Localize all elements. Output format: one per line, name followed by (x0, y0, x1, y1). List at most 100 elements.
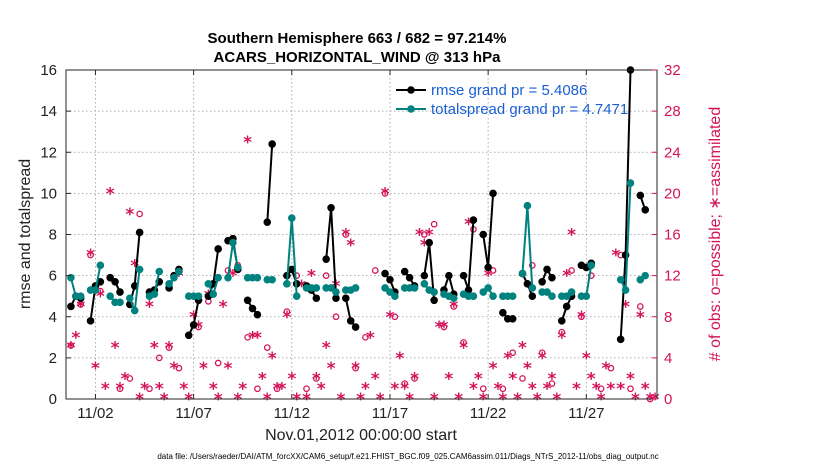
y-left-tick-label: 12 (40, 144, 57, 161)
rmse-point (86, 317, 95, 325)
totalspread-point (165, 280, 173, 288)
rmse-point (332, 294, 340, 303)
legend-marker-spread (407, 105, 415, 113)
totalspread-point (621, 286, 630, 294)
obs-assimilated-marker: * (96, 287, 105, 307)
totalspread-point (283, 280, 291, 288)
totalspread-point (135, 265, 144, 274)
rmse-point (248, 304, 257, 313)
x-tick-label: 11/07 (175, 405, 211, 422)
totalspread-point (587, 261, 596, 270)
rmse-point (400, 267, 409, 276)
totalspread-point (582, 292, 591, 300)
obs-possible-marker (126, 375, 134, 382)
obs-assimilated-marker: * (498, 390, 507, 410)
totalspread-point (268, 275, 276, 284)
obs-possible-marker (244, 333, 251, 341)
obs-possible-marker (528, 261, 536, 269)
rmse-point (386, 275, 394, 284)
obs-assimilated-marker: * (66, 339, 75, 359)
rmse-point (484, 263, 492, 272)
y-right-tick-label: 8 (664, 309, 672, 326)
obs-possible-marker (332, 313, 340, 321)
obs-possible-marker (254, 385, 261, 393)
x-tick-label: 11/12 (274, 405, 310, 422)
totalspread-point (229, 238, 237, 247)
rmse-point (420, 271, 429, 280)
totalspread-point (214, 273, 222, 282)
chart-title-line-1: Southern Hemisphere 663 / 682 = 97.214% (208, 30, 507, 47)
x-axis-ticks: 11/02 11/07 11/12 11/17 11/22 11/27 (77, 70, 605, 422)
y-right-tick-label: 4 (664, 350, 672, 367)
y-left-tick-label: 8 (49, 227, 57, 244)
obs-assimilated-marker: * (602, 359, 611, 379)
obs-assimilated-marker: * (287, 369, 296, 389)
obs-assimilated-marker: * (592, 380, 601, 400)
y-left-tick-label: 10 (40, 185, 57, 202)
rmse-point (184, 331, 193, 340)
rmse-point (538, 277, 546, 286)
obs-assimilated-marker: * (405, 390, 414, 410)
totalspread-point (351, 284, 360, 292)
data-file-footer: data file: /Users/raeder/DAI/ATM_forcXX/… (157, 452, 658, 461)
y-right-tick-label: 28 (664, 103, 681, 120)
obs-assimilated-marker: * (116, 380, 125, 400)
obs-possible-marker (587, 272, 595, 279)
obs-assimilated-marker: * (297, 277, 306, 297)
obs-assimilated-marker: * (179, 380, 188, 400)
obs-assimilated-marker: * (636, 308, 645, 328)
rmse-point (243, 296, 252, 305)
obs-assimilated-marker: * (454, 390, 463, 410)
obs-possible-marker (538, 349, 546, 357)
obs-assimilated-marker: * (557, 328, 566, 348)
y-axis-label-left: rmse and totalspread (17, 159, 34, 309)
rmse-point (528, 292, 537, 300)
obs-assimilated-marker: * (390, 380, 399, 400)
y-right-tick-label: 20 (664, 185, 681, 202)
obs-assimilated-marker: * (184, 390, 193, 410)
obs-assimilated-marker: * (366, 328, 375, 348)
totalspread-point (287, 214, 296, 222)
obs-possible-marker (362, 333, 369, 341)
totalspread-point (469, 292, 478, 300)
obs-assimilated-marker: * (508, 369, 517, 389)
obs-possible-marker (460, 339, 467, 346)
rmse-point (106, 273, 114, 282)
obs-assimilated-marker: * (361, 380, 370, 400)
rmse-point (636, 191, 645, 200)
totalspread-point (116, 298, 124, 307)
legend-marker-rmse (407, 86, 415, 94)
obs-assimilated-marker: * (376, 390, 385, 410)
obs-assimilated-marker: * (292, 390, 301, 410)
rmse-line (266, 143, 274, 223)
obs-assimilated-marker: * (400, 380, 409, 400)
totalspread-point (641, 271, 650, 280)
obs-assimilated-marker: * (224, 359, 233, 379)
y-left-tick-label: 4 (49, 309, 57, 326)
obs-possible-marker (440, 323, 448, 331)
rmse-point (351, 323, 360, 331)
totalspread-point (528, 284, 537, 292)
y-left-tick-label: 6 (49, 268, 57, 285)
obs-possible-marker (155, 354, 163, 362)
obs-assimilated-marker: * (425, 226, 434, 246)
rmse-point (189, 321, 198, 329)
obs-assimilated-marker: * (631, 390, 640, 410)
obs-assimilated-marker: * (440, 318, 449, 338)
rmse-point (327, 203, 335, 212)
totalspread-point (130, 306, 139, 315)
rmse-point (445, 271, 453, 280)
obs-assimilated-marker: * (543, 380, 552, 400)
rmse-point (459, 271, 468, 280)
x-axis-label: Nov.01,2012 00:00:00 start (265, 427, 457, 444)
obs-possible-marker (479, 385, 487, 393)
totalspread-point (194, 292, 203, 300)
obs-possible-marker (146, 385, 153, 393)
obs-assimilated-marker: * (646, 390, 655, 410)
obs-assimilated-marker: * (101, 380, 110, 400)
obs-assimilated-marker: * (170, 359, 179, 379)
obs-assimilated-marker: * (282, 308, 291, 328)
obs-possible-marker (597, 385, 605, 393)
totalspread-point (449, 294, 458, 303)
obs-possible-marker (214, 359, 222, 367)
